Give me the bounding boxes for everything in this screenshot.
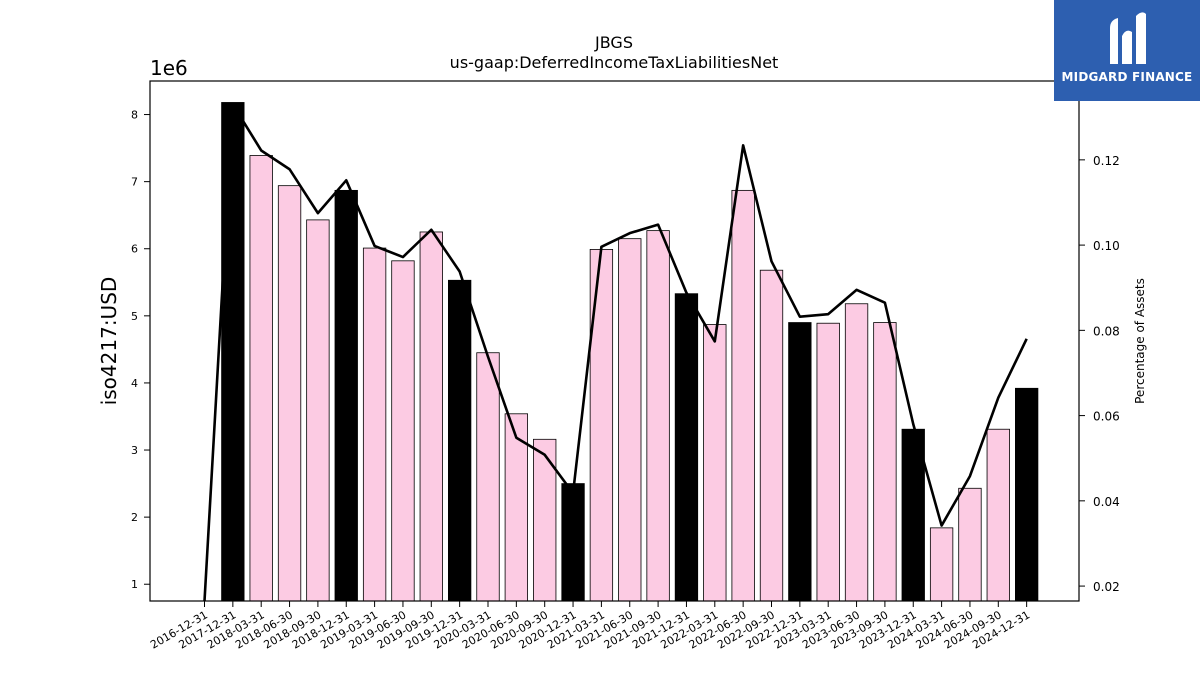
bar-2022-09-30 (759, 269, 784, 602)
y-tick-label: 1 (131, 578, 138, 591)
y-tick-label: 6 (131, 243, 138, 256)
y2-tick-label: 0.08 (1093, 324, 1120, 338)
bar-2018-03-31 (249, 155, 273, 602)
bar-2023-06-30 (844, 303, 869, 602)
y-tick-label: 5 (131, 310, 138, 323)
bar-2024-06-30 (958, 487, 982, 602)
bar-2019-09-30 (419, 231, 443, 602)
y2-tick-label: 0.02 (1093, 580, 1120, 594)
bar-2021-09-30 (646, 230, 670, 602)
y-tick-label: 8 (131, 109, 138, 122)
y2-tick-label: 0.06 (1093, 410, 1120, 424)
bar-2021-06-30 (618, 238, 642, 602)
bar-2021-12-31 (674, 293, 699, 602)
bar-2022-06-30 (731, 189, 755, 602)
y-tick-label: 7 (131, 176, 138, 189)
y2-tick-label: 0.12 (1093, 154, 1120, 168)
bar-2022-03-31 (703, 324, 727, 602)
bar-2024-03-31 (929, 527, 954, 602)
y-tick-label: 2 (131, 511, 138, 524)
logo-text: MIDGARD FINANCE (1061, 70, 1193, 84)
bar-2017-12-31 (221, 102, 245, 602)
y2-tick-label: 0.10 (1093, 239, 1120, 253)
bar-2022-12-31 (788, 322, 812, 602)
y2-tick-label: 0.04 (1093, 495, 1120, 509)
y-tick-label: 4 (131, 377, 138, 390)
y-axis-right: 0.02 0.04 0.06 0.08 0.10 0.12 (1079, 154, 1120, 594)
y2-axis-label: Percentage of Assets (1133, 278, 1147, 404)
chart-title: JBGS (594, 33, 633, 52)
percentage-line (203, 103, 1028, 602)
plot-frame (149, 80, 1080, 602)
y-axis-left: 1 2 3 4 5 6 7 8 (131, 109, 150, 591)
bar-2018-09-30 (306, 219, 330, 602)
bar-2019-03-31 (362, 247, 387, 602)
bar-2018-12-31 (334, 189, 358, 602)
midgard-finance-logo: MIDGARD FINANCE (1054, 0, 1200, 101)
bar-2024-09-30 (986, 428, 1010, 602)
bar-2018-06-30 (277, 185, 302, 602)
bar-2019-06-30 (391, 260, 415, 602)
x-axis: 2016-12-312017-12-312018-03-312018-06-30… (148, 601, 1032, 652)
bar-2020-03-31 (476, 352, 500, 602)
y-axis-multiplier: 1e6 (150, 56, 188, 80)
bar-2023-09-30 (873, 322, 897, 602)
bar-2021-03-31 (589, 249, 614, 602)
y-tick-label: 3 (131, 444, 138, 457)
chart-subtitle: us-gaap:DeferredIncomeTaxLiabilitiesNet (450, 53, 779, 72)
bar-2019-12-31 (447, 279, 472, 602)
y-axis-label: iso4217:USD (97, 277, 121, 406)
bar-2020-12-31 (561, 483, 585, 602)
bar-2024-12-31 (1015, 387, 1039, 602)
midgard-logo-icon (1110, 12, 1146, 65)
bar-2023-03-31 (816, 322, 840, 602)
bar-series (221, 102, 1039, 602)
